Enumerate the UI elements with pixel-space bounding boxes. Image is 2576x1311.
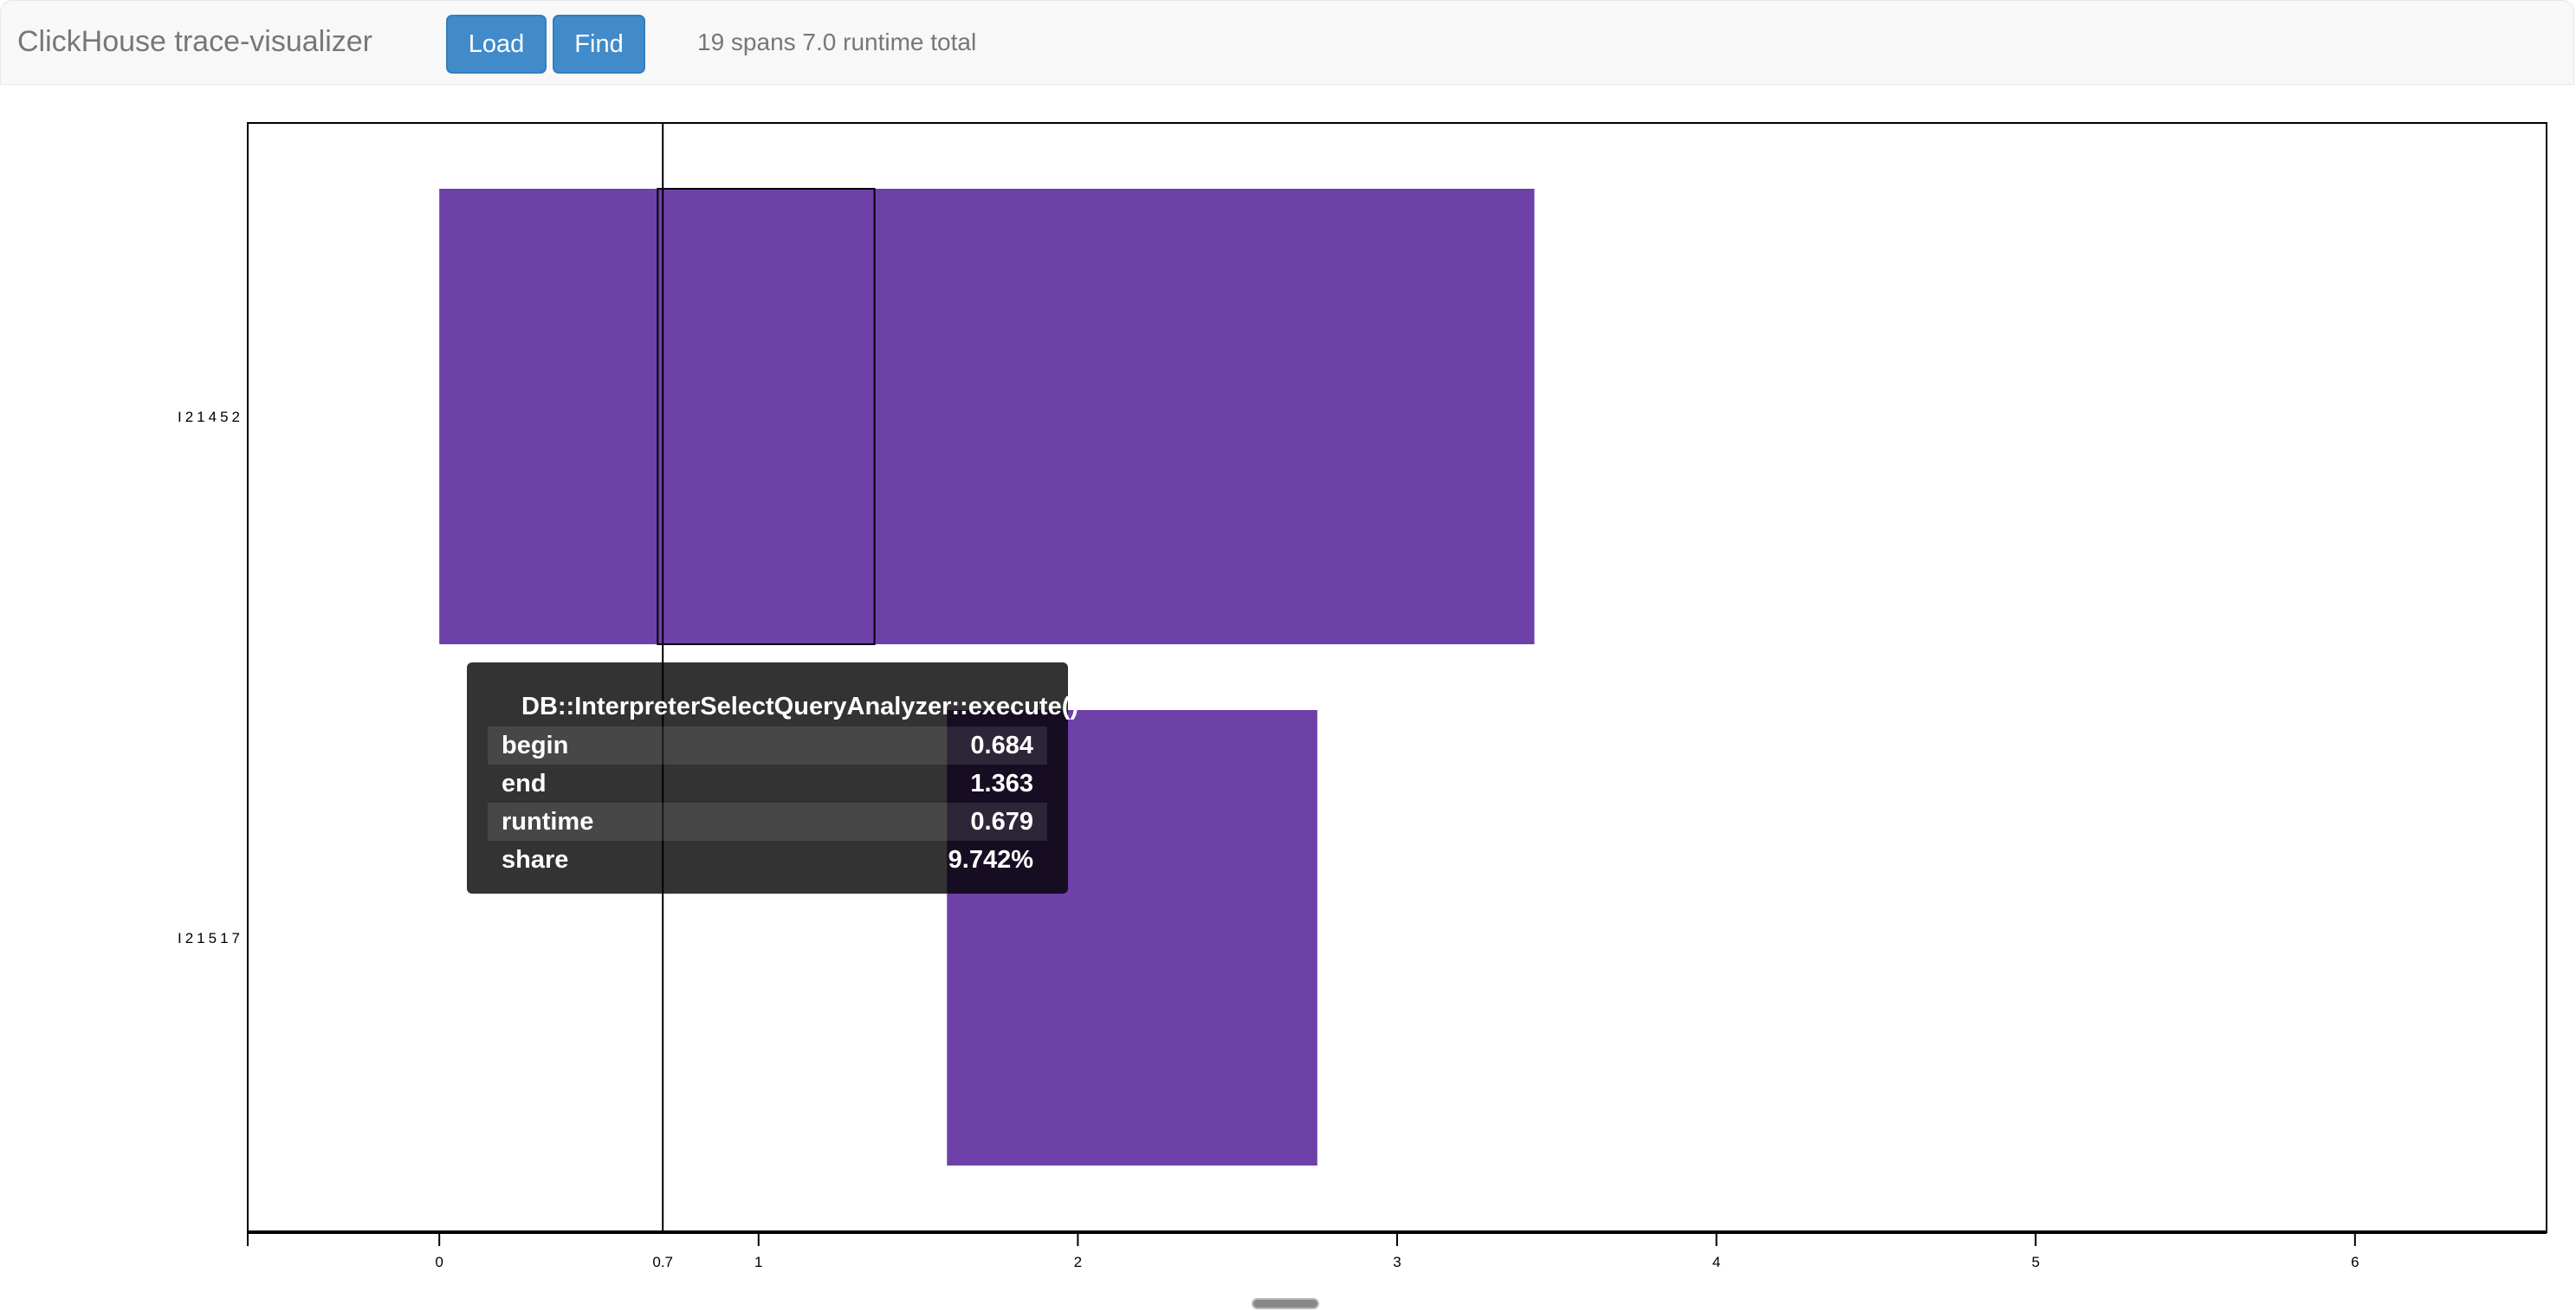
scroll-handle[interactable] xyxy=(1252,1298,1319,1309)
x-tick-label: 0 xyxy=(435,1254,443,1270)
row-value: 0.684 xyxy=(970,732,1033,759)
find-button[interactable]: Find xyxy=(553,15,645,74)
span-tooltip: DB::InterpreterSelectQueryAnalyzer::exec… xyxy=(467,662,1079,894)
navbar: ClickHouse trace-visualizer Load Find 19… xyxy=(0,0,2574,85)
row-label: share xyxy=(502,846,569,874)
row-value: 9.742% xyxy=(948,846,1033,874)
y-tick-label: I21452 xyxy=(178,409,243,425)
y-tick-label: I21517 xyxy=(178,930,243,946)
tooltip-title: DB::InterpreterSelectQueryAnalyzer::exec… xyxy=(521,693,1079,720)
highlighted-span-outline xyxy=(657,188,876,645)
row-label: begin xyxy=(502,732,569,759)
x-tick-label: 6 xyxy=(2351,1254,2359,1270)
x-tick-label: 5 xyxy=(2031,1254,2039,1270)
cursor-label: 0.7 xyxy=(652,1254,673,1270)
tooltip-row-begin: begin 0.684 xyxy=(488,727,1047,765)
row-label: runtime xyxy=(502,808,594,836)
x-tick-label: 4 xyxy=(1712,1254,1720,1270)
tooltip-row-end: end 1.363 xyxy=(488,765,1047,803)
row-label: end xyxy=(502,770,547,798)
load-button[interactable]: Load xyxy=(446,15,547,74)
x-tick-label: 2 xyxy=(1074,1254,1082,1270)
row-value: 0.679 xyxy=(970,808,1033,836)
tooltip-row-share: share 9.742% xyxy=(488,841,1047,879)
row-value: 1.363 xyxy=(970,770,1033,798)
span-bar[interactable] xyxy=(439,189,1535,644)
x-tick-label: 1 xyxy=(754,1254,762,1270)
x-tick-label: 3 xyxy=(1393,1254,1401,1270)
app-title: ClickHouse trace-visualizer xyxy=(17,25,373,58)
status-text: 19 spans 7.0 runtime total xyxy=(697,29,977,55)
tooltip-row-runtime: runtime 0.679 xyxy=(488,803,1047,841)
